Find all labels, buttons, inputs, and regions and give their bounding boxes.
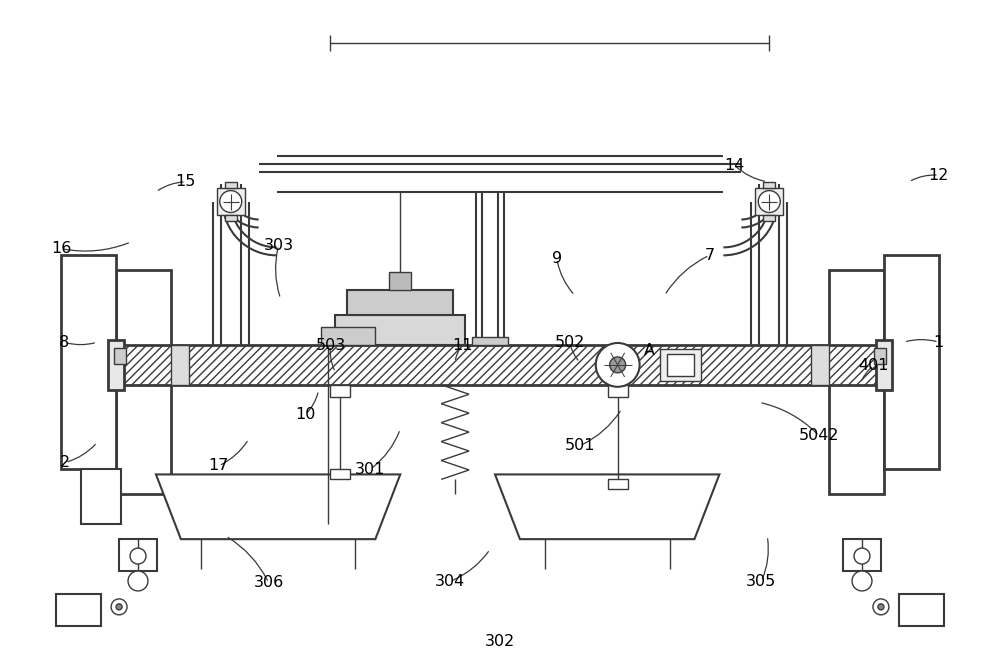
Bar — [61, 256, 116, 470]
Text: 2: 2 — [60, 455, 70, 470]
Polygon shape — [156, 474, 400, 539]
Circle shape — [852, 571, 872, 591]
Text: 16: 16 — [51, 241, 71, 256]
Text: 501: 501 — [565, 438, 595, 453]
Bar — [472, 337, 508, 345]
Bar — [335, 315, 465, 345]
Bar — [217, 188, 245, 215]
Text: 503: 503 — [315, 338, 346, 353]
Text: 306: 306 — [254, 575, 284, 590]
Bar — [829, 270, 884, 495]
Bar — [108, 340, 124, 390]
Bar — [876, 340, 892, 390]
Text: 7: 7 — [704, 248, 714, 263]
Circle shape — [596, 343, 640, 386]
Bar — [116, 345, 884, 384]
Bar — [899, 594, 944, 626]
Text: 8: 8 — [59, 335, 69, 350]
Bar — [884, 256, 939, 470]
Circle shape — [130, 548, 146, 564]
Bar — [320, 327, 375, 345]
Bar — [755, 188, 783, 215]
Text: 502: 502 — [555, 335, 585, 350]
Bar — [608, 384, 628, 397]
Text: 401: 401 — [859, 358, 889, 373]
Bar — [225, 215, 237, 221]
Bar — [171, 345, 189, 384]
Circle shape — [878, 604, 884, 610]
Circle shape — [111, 599, 127, 615]
Text: A: A — [644, 343, 655, 358]
Bar — [114, 348, 126, 364]
Text: 9: 9 — [552, 251, 562, 266]
Text: 302: 302 — [485, 634, 515, 649]
Bar — [874, 348, 886, 364]
Bar — [660, 349, 701, 381]
Text: 14: 14 — [724, 158, 745, 172]
Bar — [225, 182, 237, 188]
Text: 12: 12 — [929, 168, 949, 183]
Bar — [330, 384, 350, 397]
Bar — [811, 345, 829, 384]
Bar — [347, 290, 453, 315]
Text: 303: 303 — [264, 238, 294, 253]
Bar — [763, 182, 775, 188]
Text: 17: 17 — [209, 458, 229, 473]
Bar — [389, 272, 411, 290]
Bar — [667, 354, 694, 376]
Bar — [56, 594, 101, 626]
Text: 5042: 5042 — [799, 428, 839, 444]
Text: 304: 304 — [435, 574, 465, 589]
Bar — [119, 539, 157, 571]
Bar — [330, 470, 350, 479]
Text: 15: 15 — [176, 174, 196, 189]
Circle shape — [128, 571, 148, 591]
Bar — [843, 539, 881, 571]
Bar — [116, 270, 171, 495]
Bar — [81, 470, 121, 524]
Text: 10: 10 — [295, 407, 316, 422]
Circle shape — [854, 548, 870, 564]
Bar — [608, 479, 628, 489]
Circle shape — [220, 191, 242, 213]
Circle shape — [873, 599, 889, 615]
Polygon shape — [495, 474, 719, 539]
Text: 305: 305 — [746, 574, 776, 589]
Text: 1: 1 — [934, 335, 944, 350]
Text: 301: 301 — [355, 462, 386, 476]
Circle shape — [758, 191, 780, 213]
Bar — [763, 215, 775, 221]
Circle shape — [610, 357, 626, 373]
Text: 11: 11 — [452, 338, 472, 353]
Circle shape — [116, 604, 122, 610]
